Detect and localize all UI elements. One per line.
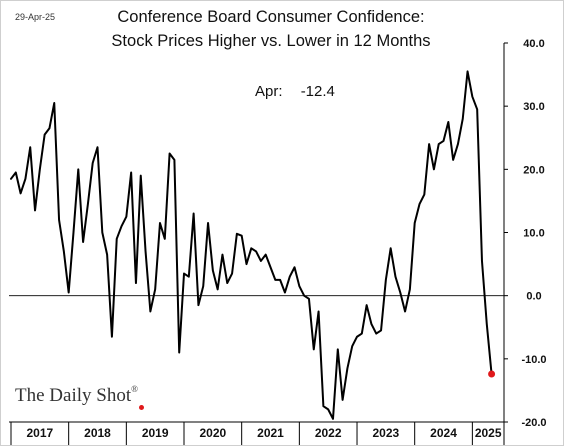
watermark-dot-icon — [139, 405, 144, 410]
series-line — [10, 70, 493, 420]
x-tick-label: 2022 — [315, 426, 342, 440]
latest-point-marker — [488, 370, 496, 378]
y-tick-label: -20.0 — [521, 417, 546, 429]
y-tick-label: -10.0 — [521, 354, 546, 366]
x-tick-label: 2023 — [373, 426, 400, 440]
x-tick-label: 2025 — [475, 426, 502, 440]
x-tick-label: 2021 — [257, 426, 284, 440]
y-tick-label: 30.0 — [523, 101, 544, 113]
x-tick-label: 2019 — [142, 426, 169, 440]
x-tick-label: 2020 — [199, 426, 226, 440]
chart-title-line-2: Stock Prices Higher vs. Lower in 12 Mont… — [111, 32, 431, 50]
latest-value-annotation: Apr: -12.4 — [255, 83, 335, 100]
watermark-registered-mark: ® — [131, 384, 138, 394]
annotation-label: Apr: — [255, 83, 283, 100]
y-tick-label: 40.0 — [523, 38, 544, 50]
y-tick-label: 20.0 — [523, 164, 544, 176]
annotation-value: -12.4 — [300, 83, 335, 100]
y-tick-label: 0.0 — [526, 291, 541, 303]
watermark-logo: The Daily Shot® — [15, 384, 144, 410]
watermark-text: The Daily Shot — [15, 385, 132, 406]
chart-title: Conference Board Consumer Confidence: St… — [81, 5, 461, 53]
date-label: 29-Apr-25 — [15, 12, 56, 22]
y-tick-label: 10.0 — [523, 228, 544, 240]
x-tick-label: 2018 — [84, 426, 111, 440]
chart-title-line-1: Conference Board Consumer Confidence: — [117, 8, 425, 26]
x-tick-label: 2017 — [26, 426, 53, 440]
x-tick-label: 2024 — [430, 426, 457, 440]
